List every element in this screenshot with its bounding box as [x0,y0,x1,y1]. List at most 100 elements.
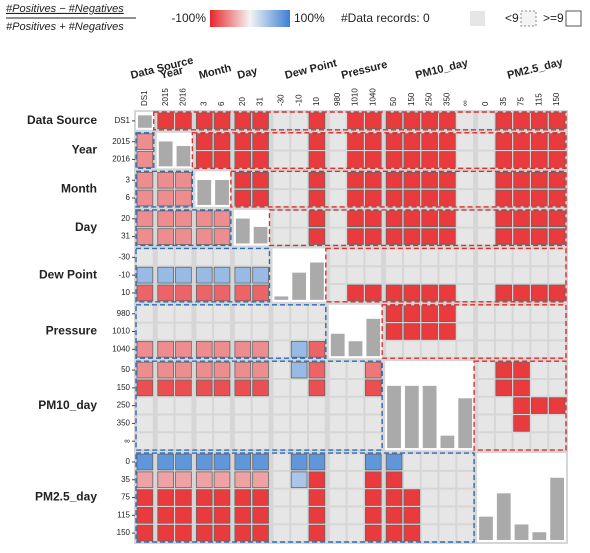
histogram-bar [514,524,529,540]
empty-cell [531,267,548,284]
empty-cell [273,210,290,227]
cell [548,228,566,245]
empty-cell [273,415,290,432]
lower-outline [135,209,232,247]
empty-cell [273,151,290,168]
column-group-label: PM10_day [414,57,470,82]
column-bin-label: 1040 [368,88,377,106]
cell [157,379,174,397]
empty-cell [531,415,548,432]
cell [252,489,269,506]
histogram-bar [440,435,455,449]
cell [403,284,421,302]
empty-cell [329,190,346,206]
empty-cell [273,454,290,470]
cell [531,151,548,168]
empty-cell [495,305,512,322]
empty-cell [157,397,174,414]
cell [495,361,513,379]
empty-cell [347,525,364,541]
cell [213,453,231,471]
cell [548,284,566,302]
empty-cell [273,433,290,450]
upper-outline [381,304,567,359]
column-bin-label: 2015 [161,88,170,106]
cell [439,305,456,323]
legend-numerator: #Positives − #Negatives [6,3,124,15]
lower-outline [135,452,475,543]
cell [308,507,326,524]
cell [439,284,456,302]
row-bin-label: 50 [121,365,130,374]
cell [385,112,403,130]
empty-cell [386,249,402,266]
empty-cell [252,397,269,414]
cell [439,133,456,150]
cell [157,453,174,471]
cell [403,171,421,189]
empty-cell [403,341,420,358]
empty-cell [421,341,438,358]
empty-cell [137,415,153,432]
cell [385,210,403,228]
empty-cell [478,362,494,378]
cell [403,507,421,524]
cell [252,340,269,358]
empty-cell [329,362,346,378]
cell [195,453,213,471]
cell [364,489,382,506]
cell [136,210,154,228]
empty-cell [439,525,456,541]
empty-cell [309,323,325,340]
empty-cell [291,397,308,414]
empty-cell [457,341,474,358]
cell [252,361,269,379]
cell [213,112,231,130]
empty-cell [403,267,420,284]
empty-cell [439,249,456,266]
cell [308,210,326,228]
empty-cell [513,323,530,340]
empty-cell [549,433,565,450]
cell [364,133,382,150]
cell [175,210,192,228]
empty-cell [457,267,474,284]
cell [195,471,213,489]
cell [385,507,403,524]
empty-cell [329,133,346,150]
cell [548,397,566,414]
empty-cell [478,151,494,168]
empty-cell [457,489,474,506]
empty-cell [291,133,308,150]
cell [548,112,566,130]
empty-cell [329,525,346,541]
cell [195,151,213,168]
empty-cell [347,433,364,450]
cell [213,210,231,228]
cell [175,453,192,471]
histogram-bar [550,477,564,540]
cell [252,151,269,168]
empty-cell [457,525,474,541]
cell [421,210,438,228]
empty-cell [252,323,269,340]
empty-cell [137,433,153,450]
cell [403,228,421,245]
empty-cell [273,362,290,378]
histogram-bar [292,272,307,300]
empty-cell [478,249,494,266]
empty-cell [531,362,548,378]
column-group-label: Day [236,65,259,82]
cell [175,507,192,524]
empty-cell [457,228,474,245]
empty-cell [291,525,308,541]
lower-outline [135,247,271,303]
column-bin-label: 0 [481,101,490,106]
empty-cell [273,471,290,488]
cell [157,471,174,489]
empty-cell [478,379,494,396]
cell [403,323,421,340]
cell [308,171,326,189]
histogram-bar [366,318,381,357]
